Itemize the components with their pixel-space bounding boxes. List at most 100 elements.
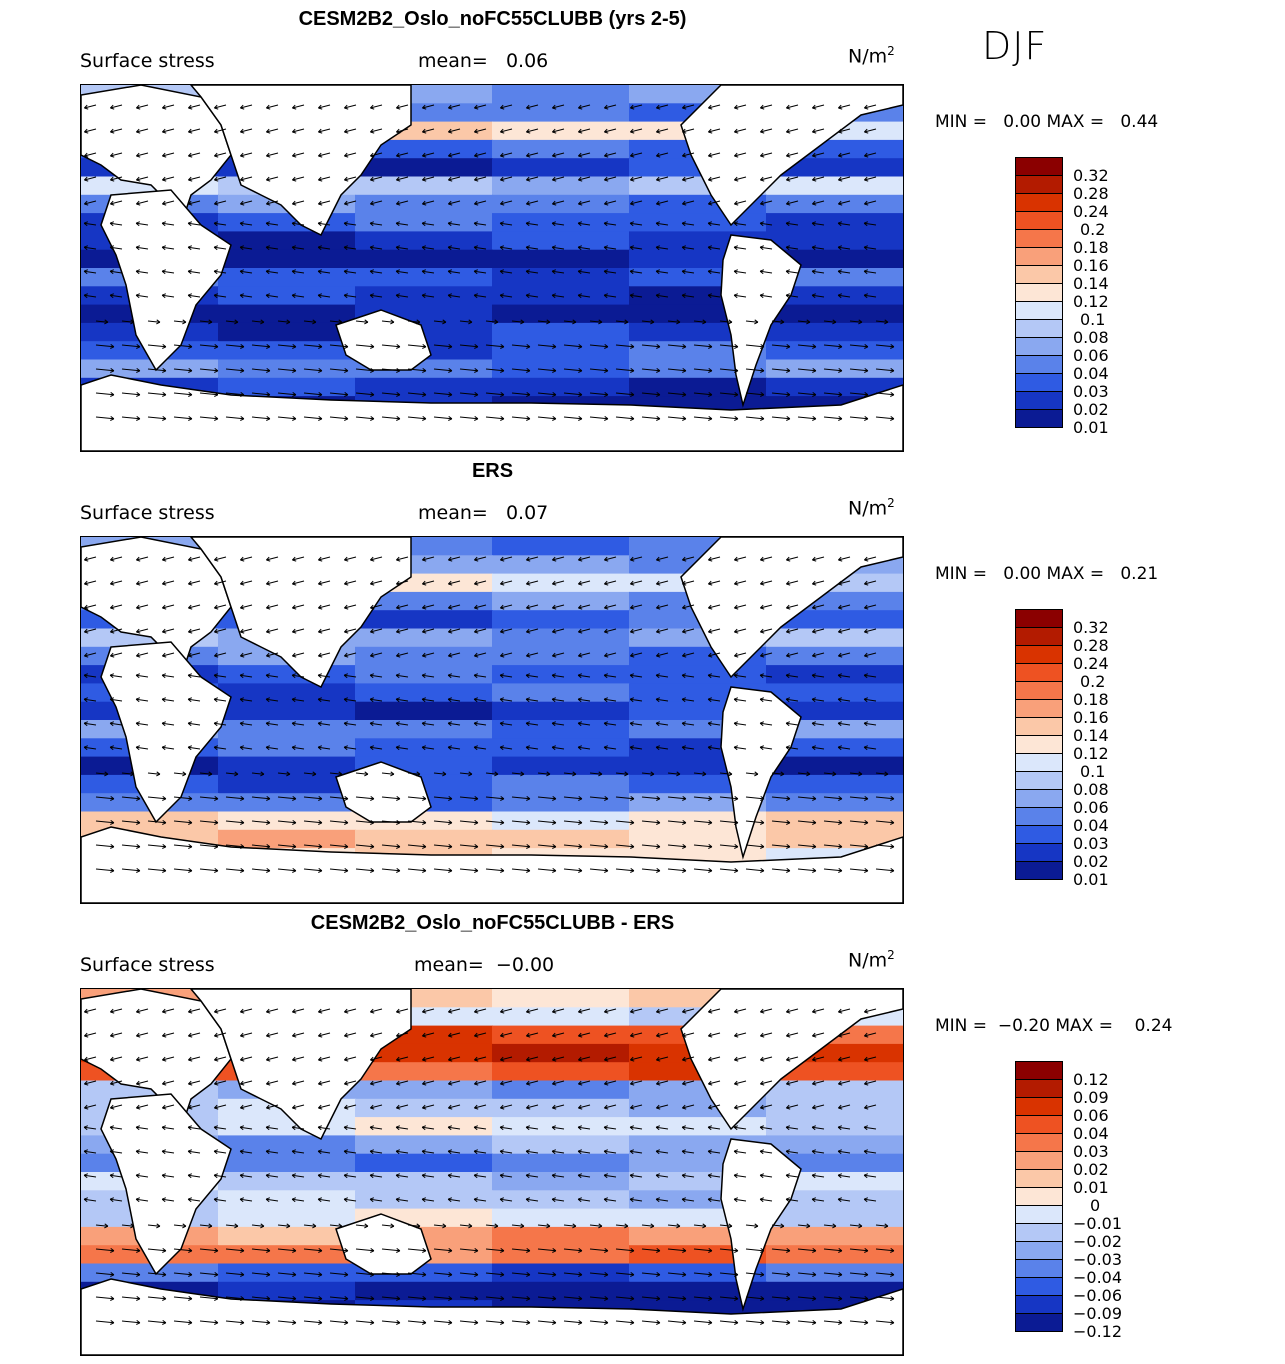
- legend-swatch: [1016, 646, 1062, 664]
- legend-swatch: [1016, 844, 1062, 862]
- legend-swatch: [1016, 410, 1062, 427]
- legend-swatch: [1016, 790, 1062, 808]
- legend-label: −0.03: [1073, 1250, 1123, 1269]
- legend-swatch: [1016, 862, 1062, 879]
- min-max-readout: MIN = 0.00 MAX = 0.21: [935, 564, 1159, 584]
- legend-label: −0.12: [1073, 1322, 1123, 1341]
- legend-label: 0.09: [1073, 1088, 1109, 1107]
- legend-swatch: [1016, 700, 1062, 718]
- legend-swatch: [1016, 230, 1062, 248]
- legend-label: 0.04: [1073, 364, 1109, 383]
- legend-swatch: [1016, 610, 1062, 628]
- map-canvas: [81, 989, 903, 1355]
- legend-swatch: [1016, 754, 1062, 772]
- legend-label: 0.06: [1073, 798, 1109, 817]
- panel-difference: CESM2B2_Oslo_noFC55CLUBB - ERS Surface s…: [0, 904, 1285, 1356]
- legend-swatch: [1016, 302, 1062, 320]
- color-legend: [1015, 609, 1063, 880]
- legend-label: 0.28: [1073, 636, 1109, 655]
- mean-readout: mean= 0.06: [418, 50, 549, 72]
- world-map: [80, 988, 904, 1356]
- legend-swatch: [1016, 1188, 1062, 1206]
- legend-swatch: [1016, 212, 1062, 230]
- legend-label: 0.01: [1073, 1178, 1109, 1197]
- legend-swatch: [1016, 1134, 1062, 1152]
- legend-label: 0.18: [1073, 238, 1109, 257]
- legend-swatch: [1016, 266, 1062, 284]
- legend-swatch: [1016, 664, 1062, 682]
- legend-swatch: [1016, 1116, 1062, 1134]
- legend-label: 0.14: [1073, 726, 1109, 745]
- legend-label: 0.24: [1073, 654, 1109, 673]
- legend-swatch: [1016, 1242, 1062, 1260]
- legend-label: 0.12: [1073, 292, 1109, 311]
- legend-swatch: [1016, 1062, 1062, 1080]
- legend-swatch: [1016, 1098, 1062, 1116]
- unit-label: N/m2: [848, 496, 895, 520]
- legend-swatch: [1016, 736, 1062, 754]
- panel-title: ERS: [471, 460, 514, 482]
- legend-label: 0.18: [1073, 690, 1109, 709]
- legend-label: 0.03: [1073, 1142, 1109, 1161]
- mean-readout: mean= −0.00: [414, 954, 555, 976]
- legend-label: 0.06: [1073, 346, 1109, 365]
- legend-swatch: [1016, 1080, 1062, 1098]
- legend-swatch: [1016, 1314, 1062, 1331]
- legend-swatch: [1016, 176, 1062, 194]
- legend-label: 0.1: [1080, 762, 1106, 781]
- legend-label: 0.01: [1073, 870, 1109, 889]
- legend-label: 0.2: [1080, 672, 1106, 691]
- min-max-readout: MIN = 0.00 MAX = 0.44: [935, 112, 1159, 132]
- legend-swatch: [1016, 392, 1062, 410]
- legend-label: 0: [1090, 1196, 1101, 1215]
- legend-swatch: [1016, 284, 1062, 302]
- world-map: [80, 84, 904, 452]
- season-label: DJF: [982, 24, 1048, 68]
- variable-label: Surface stress: [80, 50, 215, 72]
- legend-label: 0.2: [1080, 220, 1106, 239]
- legend-label: −0.06: [1073, 1286, 1123, 1305]
- legend-swatch: [1016, 158, 1062, 176]
- legend-label: 0.12: [1073, 1070, 1109, 1089]
- legend-swatch: [1016, 194, 1062, 212]
- legend-swatch: [1016, 808, 1062, 826]
- legend-swatch: [1016, 338, 1062, 356]
- legend-label: 0.06: [1073, 1106, 1109, 1125]
- panel-title: CESM2B2_Oslo_noFC55CLUBB - ERS: [310, 912, 675, 934]
- legend-label: 0.04: [1073, 816, 1109, 835]
- legend-label: 0.08: [1073, 328, 1109, 347]
- legend-swatch: [1016, 1260, 1062, 1278]
- legend-label: 0.32: [1073, 618, 1109, 637]
- legend-swatch: [1016, 1224, 1062, 1242]
- legend-label: 0.32: [1073, 166, 1109, 185]
- legend-label: 0.04: [1073, 1124, 1109, 1143]
- legend-swatch: [1016, 718, 1062, 736]
- legend-swatch: [1016, 320, 1062, 338]
- legend-swatch: [1016, 628, 1062, 646]
- legend-label: 0.02: [1073, 400, 1109, 419]
- legend-label: −0.02: [1073, 1232, 1123, 1251]
- color-legend: [1015, 157, 1063, 428]
- legend-swatch: [1016, 356, 1062, 374]
- min-max-readout: MIN = −0.20 MAX = 0.24: [935, 1016, 1173, 1036]
- world-map: [80, 536, 904, 904]
- legend-label: 0.24: [1073, 202, 1109, 221]
- unit-label: N/m2: [848, 44, 895, 68]
- legend-label: 0.01: [1073, 418, 1109, 437]
- legend-label: 0.03: [1073, 834, 1109, 853]
- color-legend: [1015, 1061, 1063, 1332]
- panel-model: CESM2B2_Oslo_noFC55CLUBB (yrs 2-5) Surfa…: [0, 0, 1285, 452]
- variable-label: Surface stress: [80, 502, 215, 524]
- map-canvas: [81, 85, 903, 451]
- map-canvas: [81, 537, 903, 903]
- legend-label: 0.28: [1073, 184, 1109, 203]
- legend-swatch: [1016, 682, 1062, 700]
- legend-label: 0.14: [1073, 274, 1109, 293]
- legend-label: 0.02: [1073, 1160, 1109, 1179]
- legend-label: 0.08: [1073, 780, 1109, 799]
- mean-readout: mean= 0.07: [418, 502, 549, 524]
- legend-swatch: [1016, 1278, 1062, 1296]
- legend-swatch: [1016, 1206, 1062, 1224]
- panel-observation: ERS Surface stress mean= 0.07 N/m2 MIN =…: [0, 452, 1285, 904]
- legend-label: 0.1: [1080, 310, 1106, 329]
